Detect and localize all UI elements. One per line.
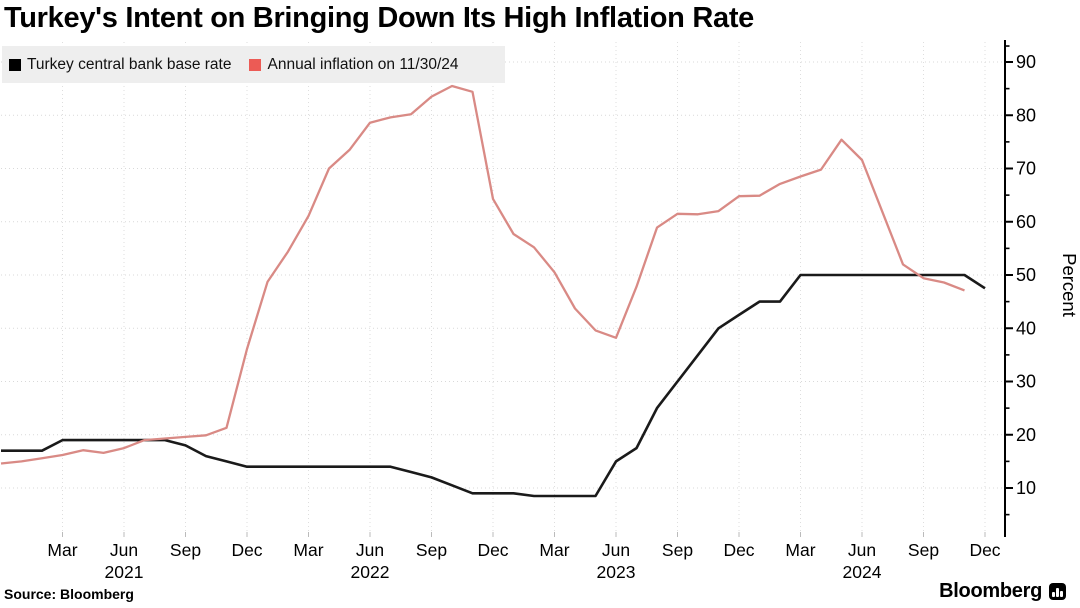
x-tick-label: Jun	[848, 540, 876, 560]
x-tick-label: Jun	[602, 540, 630, 560]
y-tick-label: 30	[1016, 372, 1036, 392]
x-tick-label: Dec	[477, 540, 508, 560]
y-tick-label: 60	[1016, 212, 1036, 232]
y-tick-label: 70	[1016, 159, 1036, 179]
y-tick-label: 80	[1016, 105, 1036, 125]
y-tick-label: 40	[1016, 318, 1036, 338]
legend-item-inflation: Annual inflation on 11/30/24	[249, 55, 459, 74]
x-tick-label: Dec	[969, 540, 1000, 560]
y-tick-label: 10	[1016, 478, 1036, 498]
source-label: Source: Bloomberg	[4, 586, 134, 602]
year-label: 2022	[351, 562, 390, 582]
x-tick-label: Sep	[416, 540, 447, 560]
x-tick-label: Jun	[110, 540, 138, 560]
x-tick-label: Mar	[539, 540, 569, 560]
year-label: 2024	[843, 562, 882, 582]
x-tick-label: Dec	[231, 540, 262, 560]
x-tick-label: Mar	[47, 540, 77, 560]
x-tick-label: Mar	[785, 540, 815, 560]
x-tick-label: Dec	[723, 540, 754, 560]
y-tick-label: 90	[1016, 52, 1036, 72]
bloomberg-brand: Bloomberg	[939, 580, 1066, 603]
inflation-line	[0, 84, 965, 465]
legend-item-base-rate: Turkey central bank base rate	[9, 56, 231, 74]
chart-title: Turkey's Intent on Bringing Down Its Hig…	[4, 2, 755, 34]
x-tick-label: Jun	[356, 540, 384, 560]
x-tick-label: Sep	[908, 540, 939, 560]
bloomberg-wordmark: Bloomberg	[939, 580, 1042, 602]
year-label: 2021	[105, 562, 144, 582]
base-rate-line	[1, 273, 986, 498]
y-axis-title: Percent	[1059, 253, 1080, 317]
bloomberg-mark-icon	[1049, 583, 1066, 600]
legend-label-inflation: Annual inflation on 11/30/24	[267, 55, 459, 73]
legend-label-base-rate: Turkey central bank base rate	[27, 55, 232, 73]
base-rate-swatch-icon	[9, 58, 21, 71]
y-tick-label: 50	[1016, 265, 1036, 285]
x-tick-label: Sep	[170, 540, 201, 560]
y-tick-label: 20	[1016, 425, 1036, 445]
x-tick-label: Mar	[293, 540, 323, 560]
x-tick-label: Sep	[662, 540, 693, 560]
chart-legend: Turkey central bank base rate Annual inf…	[2, 46, 505, 83]
inflation-swatch-icon	[249, 58, 262, 71]
year-label: 2023	[597, 562, 636, 582]
